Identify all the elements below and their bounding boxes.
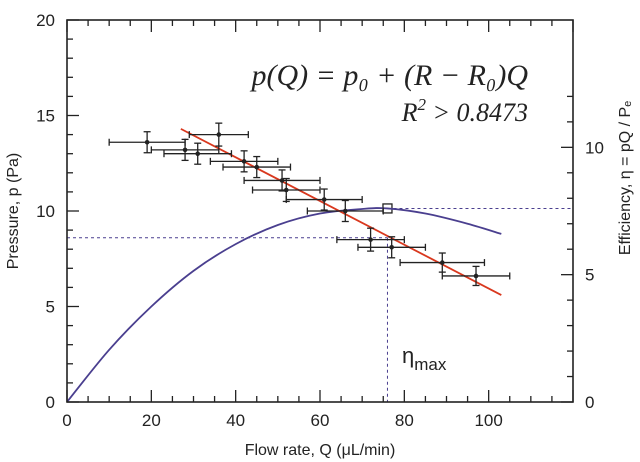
data-point xyxy=(216,132,222,137)
x-tick-label: 100 xyxy=(474,411,502,430)
y-tick-label: 5 xyxy=(46,298,55,317)
y2-tick-label: 10 xyxy=(585,138,604,157)
data-point xyxy=(144,139,150,145)
r-squared-annotation: R2 > 0.8473 xyxy=(401,95,528,127)
x-tick-label: 0 xyxy=(62,411,71,430)
fit-equation: p(Q) = p₀ + (R − R₀)Q xyxy=(249,59,528,92)
data-point xyxy=(321,197,327,202)
y-tick-label: 20 xyxy=(36,11,55,30)
r2-prefix: R xyxy=(401,98,418,127)
x-tick-label: 20 xyxy=(142,411,161,430)
data-point xyxy=(283,187,289,193)
y-axis-label: Pressure, p (Pa) xyxy=(5,153,22,269)
data-point xyxy=(254,164,260,170)
x-tick-label: 40 xyxy=(226,411,245,430)
x-tick-label: 60 xyxy=(311,411,330,430)
x-tick-label: 80 xyxy=(395,411,414,430)
r2-value: > 0.8473 xyxy=(426,98,528,127)
eta-symbol: η xyxy=(402,343,414,368)
r2-exponent: 2 xyxy=(417,95,426,114)
eta-max-label: ηmax xyxy=(402,343,447,374)
data-point xyxy=(343,208,348,214)
data-point xyxy=(473,273,479,279)
fit-line-layer xyxy=(180,128,502,296)
efficiency-curve-layer xyxy=(66,207,502,403)
y2-tick-label: 5 xyxy=(585,266,594,285)
tick-labels-layer: 0 20 40 60 80 100 0 5 10 15 20 0 5 10 xyxy=(36,11,604,430)
guide-lines xyxy=(67,203,573,402)
data-point xyxy=(241,159,247,164)
y2-axis-label: Efficiency, η = pQ / Pₑ xyxy=(617,101,634,255)
fit-line xyxy=(180,128,502,296)
y-tick-label: 0 xyxy=(46,393,55,412)
data-point xyxy=(439,260,445,265)
plot-frame xyxy=(66,19,574,403)
y-tick-label: 15 xyxy=(36,107,55,126)
data-point xyxy=(389,244,394,250)
data-point xyxy=(182,147,188,153)
data-point xyxy=(368,237,373,242)
x-axis-label: Flow rate, Q (μL/min) xyxy=(245,442,396,459)
data-points-layer xyxy=(108,122,511,287)
ticks-layer xyxy=(66,19,574,403)
efficiency-curve xyxy=(66,207,502,403)
data-point xyxy=(195,151,201,156)
y-tick-label: 10 xyxy=(36,202,55,221)
data-point xyxy=(279,178,285,183)
y2-tick-label: 0 xyxy=(585,393,594,412)
eta-subscript: max xyxy=(414,355,447,374)
